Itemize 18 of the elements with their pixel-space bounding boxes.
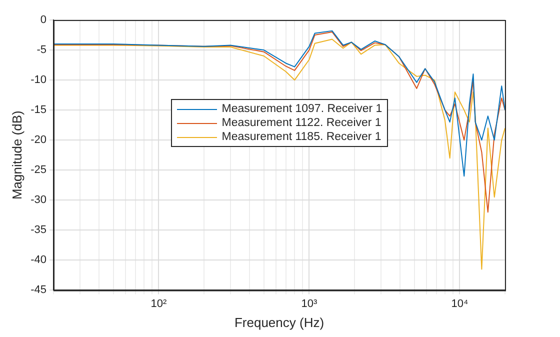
y-tick-label: -20 bbox=[30, 134, 46, 146]
legend-label: Measurement 1185. Receiver 1 bbox=[222, 130, 382, 144]
y-tick-label: -10 bbox=[30, 74, 46, 86]
y-tick-label: -5 bbox=[36, 44, 46, 56]
x-axis-title: Frequency (Hz) bbox=[234, 314, 324, 330]
y-tick-label: -30 bbox=[30, 194, 46, 206]
legend-label: Measurement 1097. Receiver 1 bbox=[222, 102, 382, 116]
x-tick-label: 10² bbox=[150, 298, 167, 310]
y-tick-label: -40 bbox=[30, 254, 46, 266]
y-tick-label: -15 bbox=[30, 104, 46, 116]
y-tick-label: -45 bbox=[30, 284, 46, 296]
x-tick-label: 10⁴ bbox=[451, 298, 468, 310]
y-tick-label: 0 bbox=[40, 14, 46, 26]
y-tick-label: -35 bbox=[30, 224, 46, 236]
y-axis-title: Magnitude (dB) bbox=[9, 110, 24, 200]
y-tick-label: -25 bbox=[30, 164, 46, 176]
legend-label: Measurement 1122. Receiver 1 bbox=[222, 116, 382, 130]
x-tick-label: 10³ bbox=[301, 298, 318, 310]
